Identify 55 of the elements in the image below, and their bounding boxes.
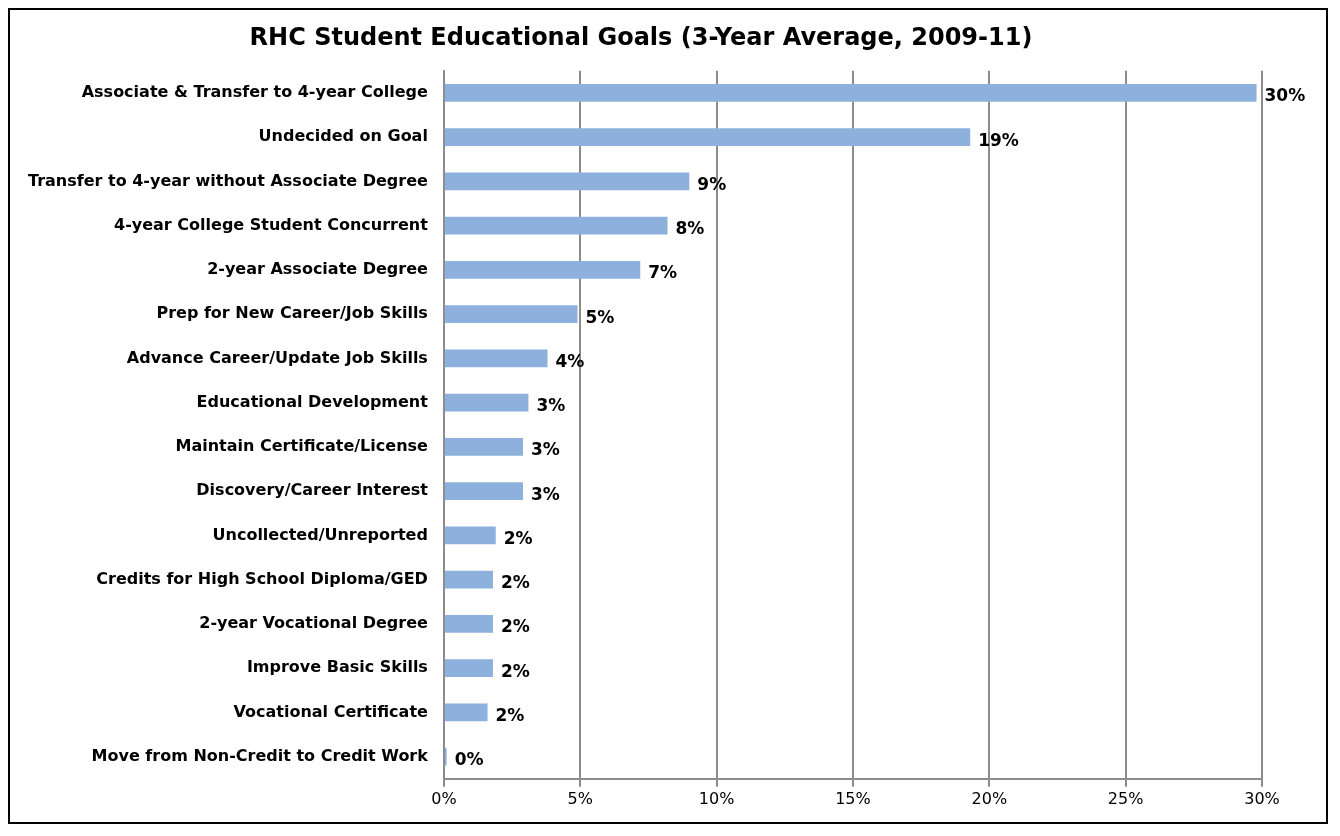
y-tick-label: Undecided on Goal	[258, 126, 428, 146]
chart-title: RHC Student Educational Goals (3-Year Average, 2009-11)	[249, 22, 1033, 51]
data-label: 5%	[585, 306, 615, 327]
y-tick-label: 4-year College Student Concurrent	[114, 214, 429, 234]
data-label: 3%	[530, 439, 560, 460]
data-label: 2%	[500, 660, 530, 681]
bar	[444, 305, 578, 324]
x-tick-label: 0%	[431, 788, 457, 808]
y-tick-label: 2-year Vocational Degree	[199, 613, 429, 633]
bar	[444, 438, 523, 456]
bar	[444, 172, 690, 191]
data-label: 7%	[648, 262, 678, 283]
y-tick-label: Educational Development	[196, 391, 429, 411]
bar	[444, 128, 971, 147]
y-tick-label: Improve Basic Skills	[246, 657, 428, 677]
bar	[444, 393, 529, 412]
bar	[444, 216, 668, 235]
x-tick-label: 30%	[1244, 788, 1280, 808]
y-tick-label: Vocational Certificate	[233, 701, 429, 721]
bar	[444, 482, 523, 501]
data-label: 3%	[530, 483, 560, 504]
bar	[444, 659, 493, 678]
bar	[444, 349, 548, 368]
data-label: 3%	[536, 395, 566, 416]
y-tick-label: Move from Non-Credit to Credit Work	[91, 745, 429, 765]
bar	[444, 261, 641, 279]
y-tick-label: Associate & Transfer to 4-year College	[81, 82, 429, 102]
y-tick-label: 2-year Associate Degree	[207, 259, 429, 279]
data-label: 19%	[978, 129, 1019, 150]
bar	[444, 615, 493, 633]
data-label: 4%	[555, 350, 585, 371]
x-tick-label: 15%	[835, 788, 871, 808]
data-label: 0%	[454, 749, 484, 770]
x-tick-label: 20%	[971, 788, 1008, 808]
y-tick-label: Credits for High School Diploma/GED	[96, 568, 428, 588]
bar	[444, 570, 493, 589]
x-tick-label: 10%	[698, 788, 735, 808]
y-tick-label: Maintain Certificate/License	[175, 436, 429, 456]
y-tick-label: Discovery/Career Interest	[196, 480, 429, 500]
y-tick-label: Prep for New Career/Job Skills	[156, 303, 428, 323]
data-label: 9%	[697, 173, 727, 194]
y-tick-label: Transfer to 4-year without Associate Degree	[27, 170, 429, 190]
data-label: 2%	[503, 527, 533, 548]
bar	[444, 526, 496, 545]
bar	[444, 703, 488, 722]
data-label: 2%	[495, 704, 525, 725]
y-tick-label: Uncollected/Unreported	[212, 524, 428, 544]
data-label: 30%	[1264, 85, 1306, 106]
x-tick-label: 25%	[1107, 788, 1144, 808]
data-label: 2%	[500, 572, 530, 593]
data-label: 2%	[500, 616, 530, 637]
y-tick-label: Advance Career/Update Job Skills	[126, 347, 428, 367]
bar	[444, 84, 1257, 102]
data-label: 8%	[675, 218, 705, 239]
x-tick-label: 5%	[567, 788, 593, 808]
